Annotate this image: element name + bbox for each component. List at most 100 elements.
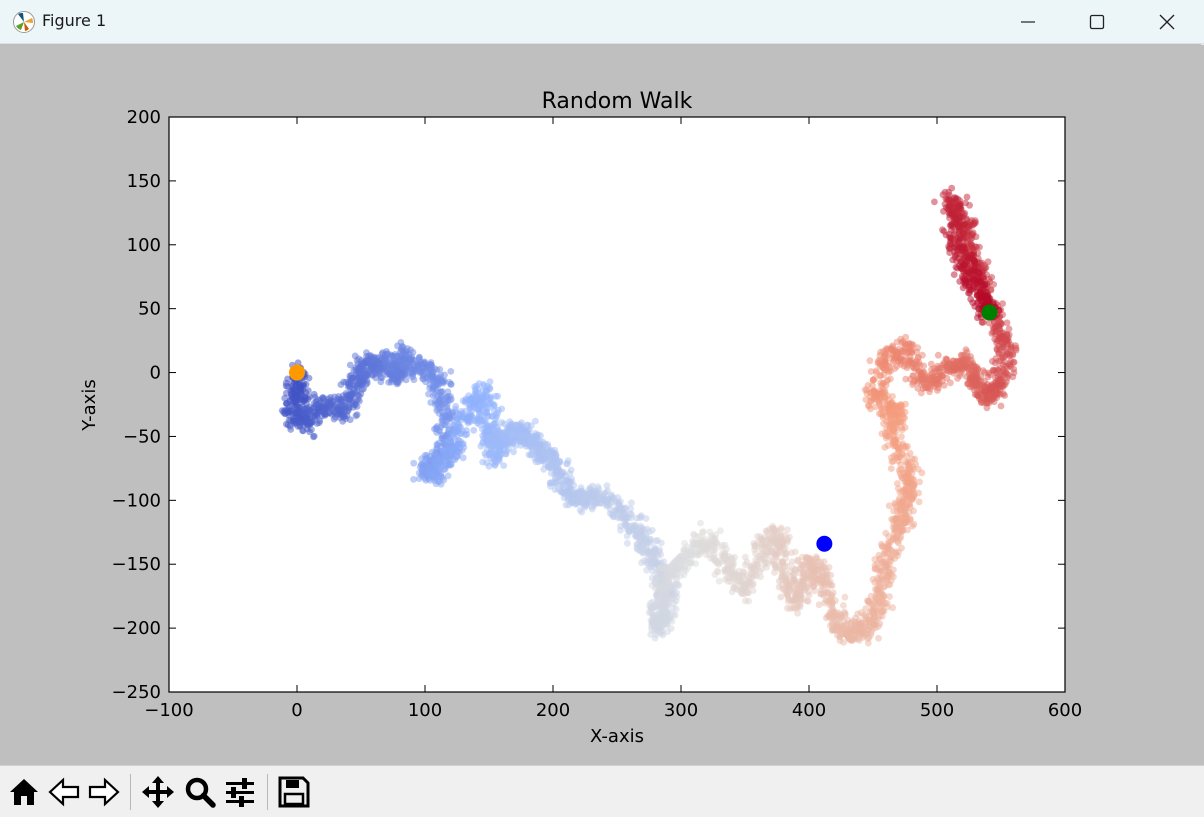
- walk-point: [640, 557, 648, 565]
- walk-point: [598, 499, 606, 507]
- walk-point: [883, 599, 891, 607]
- walk-point: [779, 558, 786, 566]
- walk-point: [489, 459, 497, 467]
- walk-point: [1010, 369, 1018, 377]
- walk-point: [506, 431, 514, 439]
- walk-point: [881, 551, 889, 558]
- walk-point: [363, 379, 371, 387]
- walk-point: [451, 436, 459, 443]
- walk-point: [622, 504, 630, 512]
- walk-point: [948, 226, 955, 234]
- walk-point: [430, 382, 437, 389]
- walk-point: [544, 443, 552, 451]
- walk-point: [715, 559, 723, 567]
- figure-canvas[interactable]: −100 0 100 200 300 400 500 600 −250 −200 −150 −100…: [0, 45, 1204, 765]
- walk-point: [647, 599, 654, 607]
- walk-point: [431, 449, 439, 457]
- walk-point: [472, 395, 480, 403]
- walk-point: [447, 380, 455, 388]
- walk-point: [459, 454, 467, 462]
- walk-point: [871, 387, 879, 395]
- walk-point: [929, 373, 937, 381]
- walk-point: [721, 566, 729, 573]
- random-walk-chart[interactable]: −100 0 100 200 300 400 500 600 −250−200−150−100…: [0, 45, 1204, 765]
- walk-point: [624, 539, 631, 547]
- walk-point: [717, 527, 724, 535]
- walk-point: [949, 240, 957, 247]
- walk-point: [281, 394, 289, 402]
- walk-point: [784, 526, 791, 533]
- walk-point: [406, 371, 414, 378]
- walk-point: [975, 393, 983, 400]
- maximize-button[interactable]: [1067, 0, 1127, 44]
- walk-point: [343, 408, 351, 415]
- walk-point: [867, 405, 874, 413]
- walk-point: [287, 426, 295, 433]
- walk-point: [389, 358, 397, 365]
- walk-point: [567, 466, 575, 474]
- walk-point: [751, 571, 759, 579]
- walk-point: [996, 329, 1004, 337]
- walk-point: [280, 408, 287, 416]
- walk-point: [970, 220, 978, 228]
- walk-point: [459, 440, 467, 448]
- walk-point: [415, 475, 423, 483]
- walk-point: [963, 193, 971, 201]
- walk-point: [896, 500, 904, 508]
- walk-point: [764, 529, 771, 537]
- walk-point: [302, 394, 310, 402]
- walk-point: [306, 403, 313, 411]
- walk-point: [784, 604, 791, 612]
- matplotlib-logo-icon: [13, 11, 35, 33]
- walk-point: [745, 597, 752, 605]
- walk-point: [305, 409, 312, 417]
- walk-point: [363, 371, 370, 378]
- walk-point: [740, 569, 748, 576]
- walk-point: [418, 455, 426, 462]
- walk-point: [486, 378, 494, 386]
- walk-point: [788, 558, 796, 566]
- walk-point: [452, 428, 459, 436]
- walk-point: [490, 402, 498, 410]
- walk-point: [426, 376, 434, 383]
- walk-point: [481, 403, 489, 411]
- walk-point: [627, 514, 635, 522]
- walk-point: [961, 220, 968, 228]
- walk-point: [968, 241, 975, 249]
- walk-point: [940, 207, 947, 215]
- walk-point: [433, 366, 441, 374]
- walk-point: [897, 335, 905, 343]
- walk-point: [1010, 358, 1018, 366]
- walk-point: [617, 526, 624, 534]
- close-button[interactable]: [1137, 0, 1197, 44]
- walk-point: [993, 345, 1001, 353]
- walk-point: [746, 579, 753, 587]
- walk-point: [369, 355, 377, 363]
- walk-point: [904, 480, 911, 487]
- walk-point: [983, 395, 991, 403]
- walk-point: [726, 561, 734, 569]
- walk-point: [477, 418, 484, 425]
- walk-point: [953, 203, 961, 211]
- minimize-icon: [1021, 21, 1035, 23]
- walk-point: [797, 564, 804, 572]
- walk-point: [906, 449, 914, 457]
- walk-point: [738, 578, 746, 586]
- walk-point: [886, 556, 894, 563]
- walk-point: [777, 593, 785, 601]
- walk-point: [517, 441, 525, 449]
- walk-point: [565, 501, 573, 509]
- walk-point: [532, 444, 540, 451]
- walk-point: [820, 558, 828, 566]
- walk-point: [494, 392, 502, 400]
- walk-point: [777, 526, 785, 534]
- walk-point: [472, 404, 480, 412]
- walk-point: [968, 361, 975, 369]
- walk-point: [899, 440, 907, 448]
- walk-point: [448, 446, 456, 454]
- walk-point: [991, 335, 999, 343]
- walk-point: [426, 463, 434, 471]
- minimize-button[interactable]: [998, 0, 1058, 44]
- walk-point: [897, 465, 905, 473]
- walk-point: [877, 372, 884, 380]
